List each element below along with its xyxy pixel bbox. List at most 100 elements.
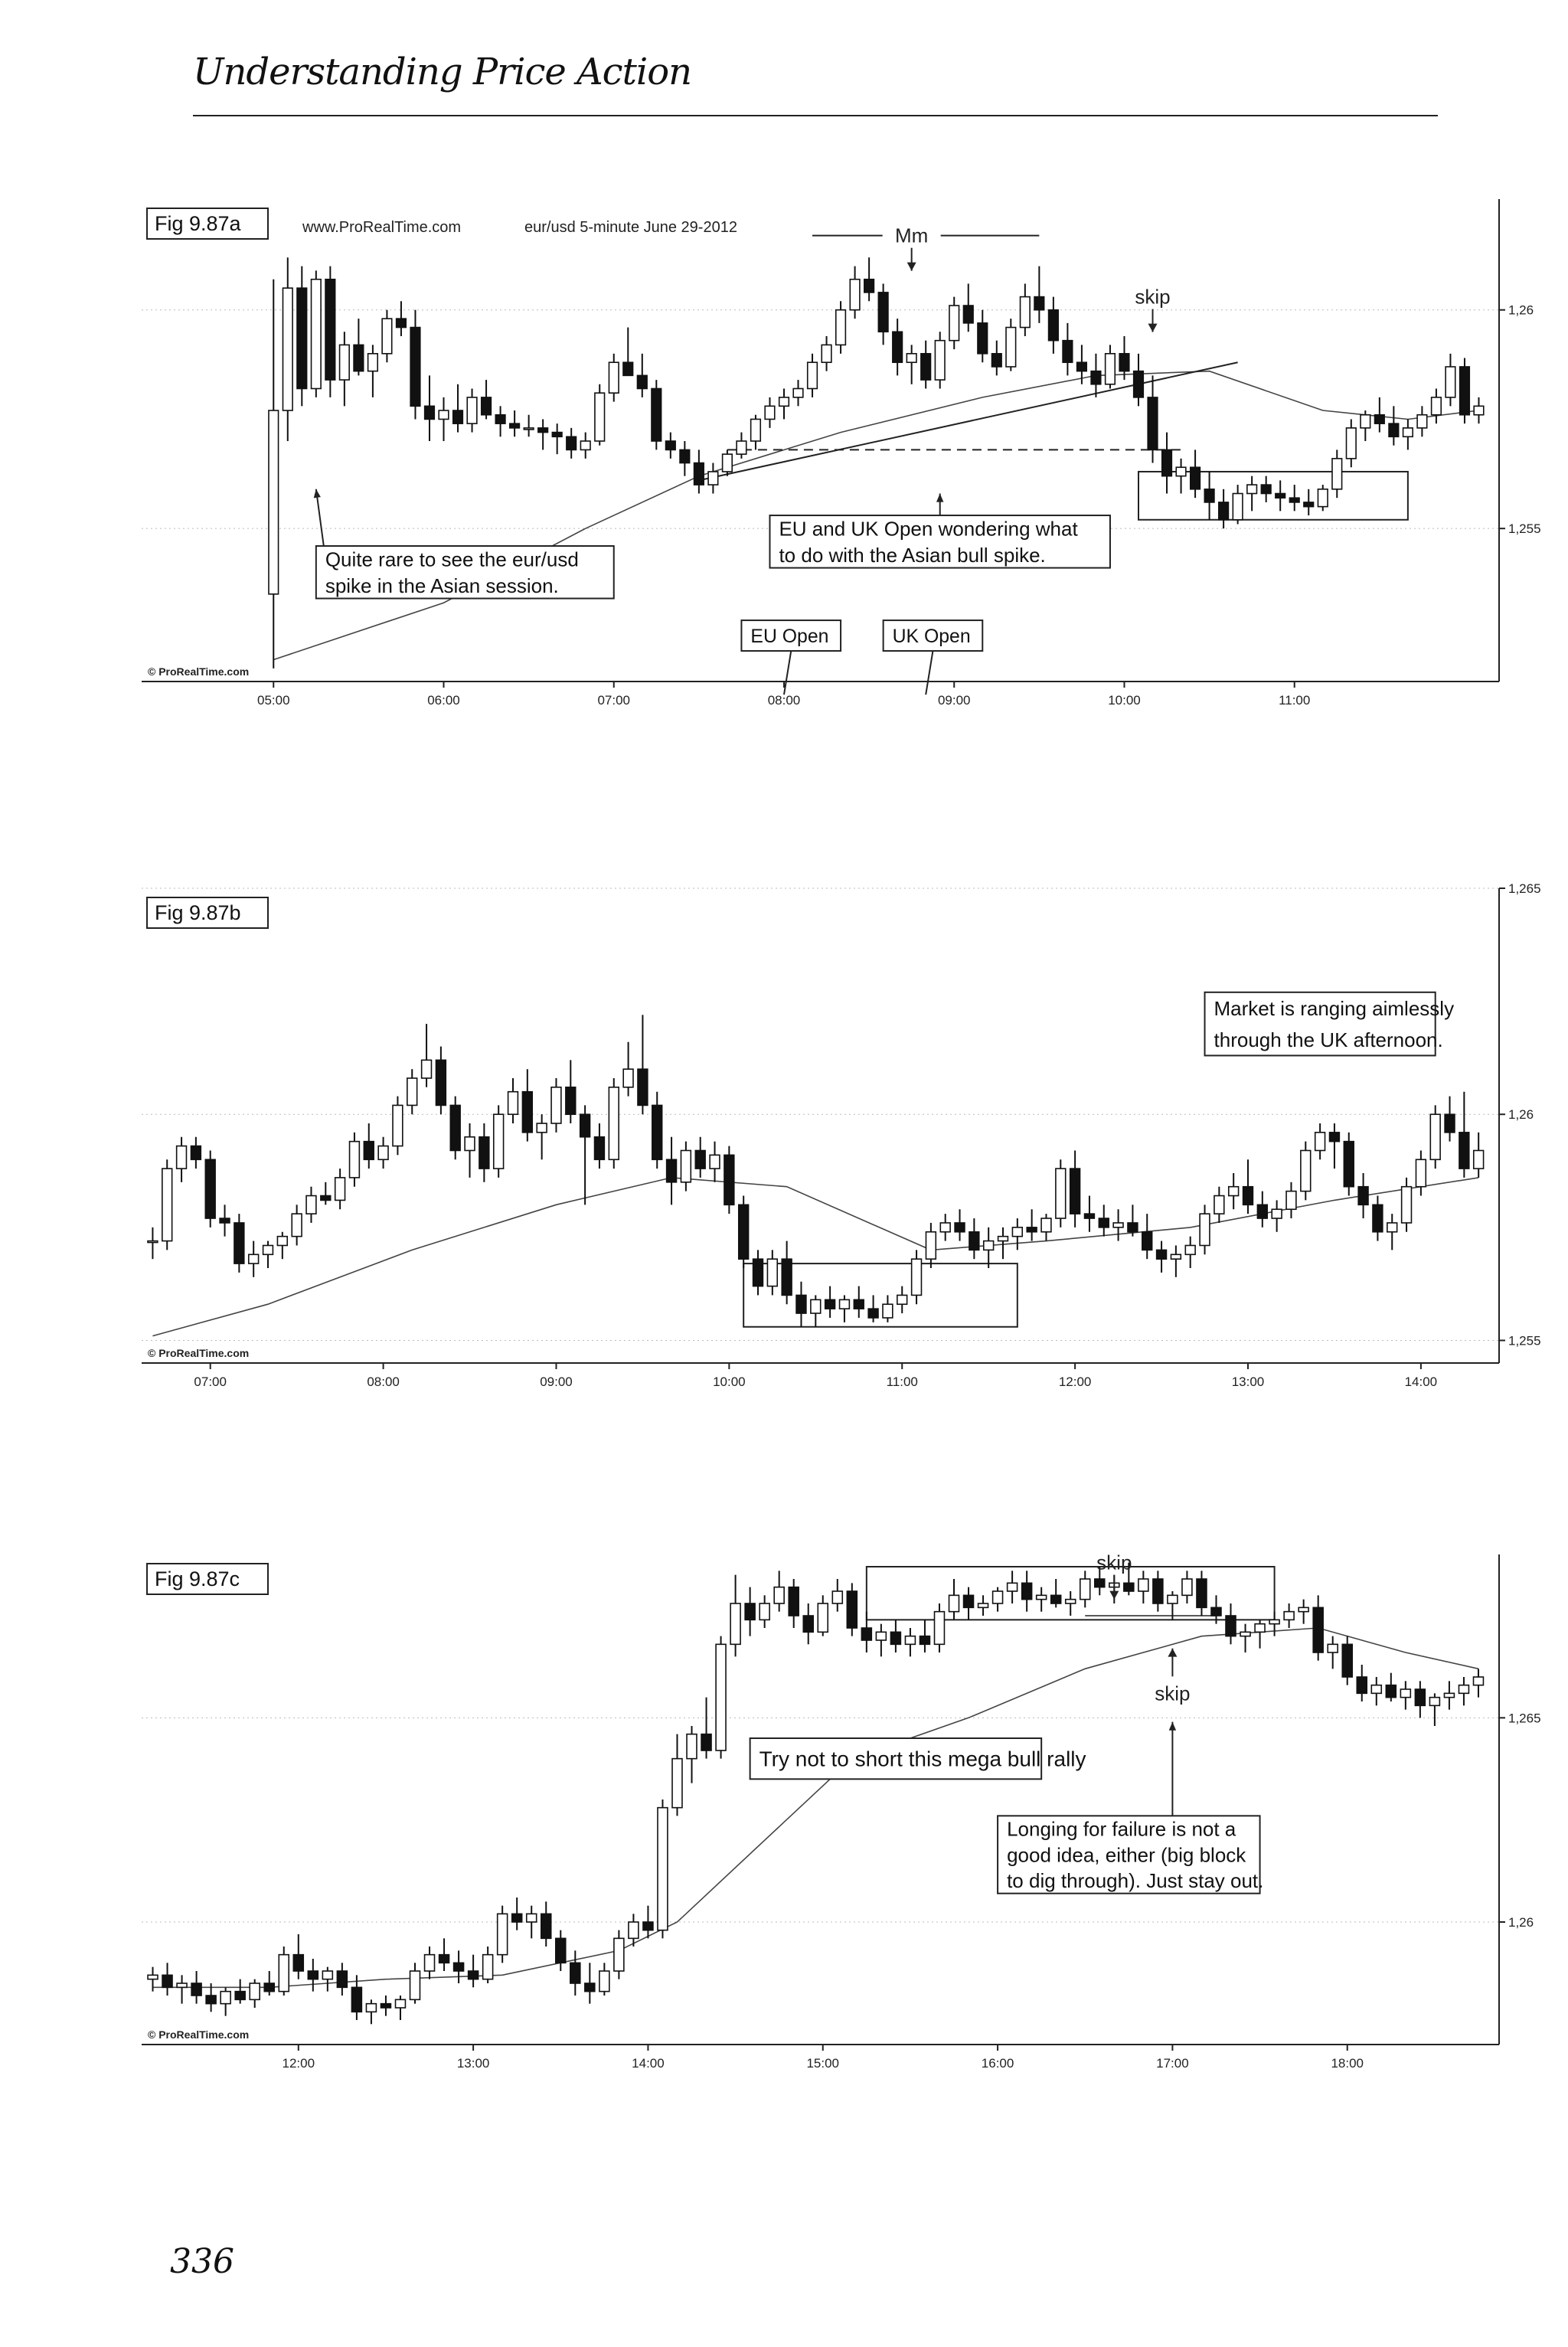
- bull-candle: [338, 344, 350, 381]
- time-tick-label: 10:00: [713, 1375, 746, 1389]
- bear-candle: [1021, 1582, 1033, 1600]
- bull-candle: [348, 1140, 361, 1178]
- annotation-box-note1: [315, 545, 615, 600]
- bull-candle: [1400, 1688, 1412, 1698]
- figure-label-box: [146, 1563, 269, 1595]
- bear-candle: [521, 1090, 534, 1133]
- bear-candle: [292, 1953, 305, 1972]
- bull-candle: [1011, 1227, 1024, 1237]
- bear-candle: [824, 1299, 836, 1309]
- bull-candle: [721, 453, 733, 472]
- time-tick-label: 14:00: [632, 2056, 665, 2071]
- bear-candle: [1372, 1204, 1383, 1233]
- annotation-text-note2: to do with the Asian bull spike.: [779, 544, 1045, 567]
- bear-candle: [701, 1733, 712, 1751]
- annotation-arrow-head: [1168, 1648, 1178, 1657]
- bull-candle: [628, 1921, 639, 1940]
- bull-candle: [1005, 326, 1017, 368]
- bear-candle: [1189, 466, 1201, 490]
- bear-candle: [1034, 296, 1045, 311]
- bull-candle: [838, 1299, 851, 1309]
- price-tick-label: 1,265: [1508, 1711, 1541, 1725]
- bear-candle: [781, 1258, 792, 1296]
- bull-candle: [1317, 488, 1328, 508]
- bull-candle: [977, 1603, 989, 1609]
- annotation-text-note1: Market is ranging aimlessly: [1214, 997, 1455, 1020]
- bear-candle: [191, 1983, 202, 1996]
- bear-candle: [1414, 1688, 1426, 1707]
- annotation-box-note1: [1204, 991, 1436, 1057]
- figure-label: Fig 9.87c: [155, 1567, 240, 1590]
- bull-candle: [1104, 353, 1116, 385]
- annotation-text-note1: through the UK afternoon.: [1214, 1028, 1443, 1051]
- bear-candle: [1090, 370, 1102, 385]
- watermark: © ProRealTime.com: [148, 665, 249, 678]
- bull-candle: [1445, 366, 1456, 398]
- annotation-label-mm: Mm: [895, 224, 928, 247]
- bull-candle: [377, 1145, 389, 1161]
- open-marker-stem: [783, 650, 792, 695]
- annotation-label-skip_top: skip: [1096, 1551, 1132, 1574]
- bear-candle: [969, 1231, 980, 1251]
- bear-candle: [263, 1983, 275, 1992]
- bull-candle: [773, 1586, 785, 1604]
- bull-candle: [147, 1974, 158, 1980]
- bear-candle: [1356, 1676, 1368, 1695]
- bull-candle: [934, 339, 946, 381]
- bear-candle: [1132, 370, 1145, 398]
- bull-candle: [268, 410, 279, 595]
- bull-candle: [262, 1244, 274, 1256]
- bear-candle: [467, 1970, 479, 1980]
- bear-candle: [1260, 484, 1272, 495]
- bull-candle: [925, 1231, 937, 1260]
- bear-candle: [511, 1913, 523, 1923]
- bull-candle: [1345, 427, 1357, 459]
- bear-candle: [336, 1970, 348, 1989]
- annotation-box-eu: [740, 619, 842, 652]
- bull-candle: [608, 1087, 619, 1161]
- bear-candle: [351, 1986, 363, 2013]
- bull-candle: [882, 1303, 893, 1319]
- bull-candle: [466, 397, 478, 424]
- bull-candle: [367, 353, 378, 372]
- bull-candle: [176, 1983, 188, 1989]
- bear-candle: [1242, 1185, 1254, 1206]
- bear-candle: [977, 322, 988, 355]
- bear-candle: [190, 1145, 202, 1161]
- bull-candle: [949, 305, 960, 342]
- bear-candle: [890, 1631, 902, 1646]
- bull-candle: [707, 471, 719, 485]
- annotation-text-uk: UK Open: [893, 626, 971, 647]
- callout-arrow-head: [313, 489, 321, 498]
- bull-candle: [680, 1149, 692, 1183]
- time-tick-label: 10:00: [1108, 693, 1141, 708]
- callout-arrow-line: [315, 489, 325, 547]
- time-tick-label: 18:00: [1331, 2056, 1364, 2071]
- bull-candle: [1271, 1208, 1282, 1219]
- bear-candle: [509, 423, 521, 429]
- time-tick-label: 11:00: [887, 1375, 918, 1389]
- watermark: © ProRealTime.com: [148, 1347, 249, 1359]
- bull-candle: [1472, 1676, 1485, 1686]
- bull-candle: [409, 1970, 421, 2001]
- bull-candle: [392, 1104, 403, 1147]
- bull-candle: [1327, 1643, 1338, 1653]
- bear-candle: [452, 410, 464, 424]
- bull-candle: [175, 1145, 188, 1169]
- bull-candle: [764, 405, 776, 420]
- annotation-box-note2: [769, 515, 1111, 569]
- moving-average-line: [152, 1627, 1479, 1989]
- bull-candle: [438, 410, 449, 420]
- bull-candle: [282, 287, 293, 411]
- bull-candle: [381, 318, 393, 355]
- time-tick-label: 05:00: [257, 693, 290, 708]
- figure-label-box: [146, 208, 269, 240]
- bear-candle: [652, 1104, 663, 1161]
- bear-candle: [864, 278, 875, 293]
- bull-candle: [709, 1154, 720, 1169]
- bull-candle: [1138, 1578, 1149, 1592]
- bull-candle: [580, 440, 591, 451]
- annotation-text-eu: EU Open: [750, 626, 828, 647]
- bull-candle: [821, 344, 832, 364]
- bull-candle: [1035, 1594, 1047, 1600]
